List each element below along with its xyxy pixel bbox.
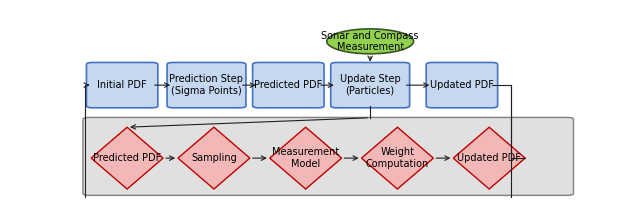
Text: Measurement
Model: Measurement Model <box>272 147 339 169</box>
Text: Update Step
(Particles): Update Step (Particles) <box>340 74 401 96</box>
Text: Sonar and Compass
Measurement: Sonar and Compass Measurement <box>321 31 419 52</box>
FancyBboxPatch shape <box>83 118 573 195</box>
Polygon shape <box>269 127 342 189</box>
Polygon shape <box>453 127 525 189</box>
FancyBboxPatch shape <box>331 62 410 108</box>
Text: Updated PDF: Updated PDF <box>430 80 494 90</box>
Text: Predicted PDF: Predicted PDF <box>93 153 161 163</box>
Polygon shape <box>362 127 433 189</box>
Text: Prediction Step
(Sigma Points): Prediction Step (Sigma Points) <box>170 74 243 96</box>
Polygon shape <box>91 127 163 189</box>
Text: Initial PDF: Initial PDF <box>97 80 147 90</box>
Text: Sampling: Sampling <box>191 153 237 163</box>
Text: Updated PDF: Updated PDF <box>457 153 521 163</box>
Ellipse shape <box>327 29 413 54</box>
FancyBboxPatch shape <box>426 62 498 108</box>
Text: Weight
Computation: Weight Computation <box>366 147 429 169</box>
FancyBboxPatch shape <box>253 62 324 108</box>
Text: Predicted PDF: Predicted PDF <box>254 80 323 90</box>
FancyBboxPatch shape <box>86 62 158 108</box>
Polygon shape <box>178 127 250 189</box>
FancyBboxPatch shape <box>167 62 246 108</box>
